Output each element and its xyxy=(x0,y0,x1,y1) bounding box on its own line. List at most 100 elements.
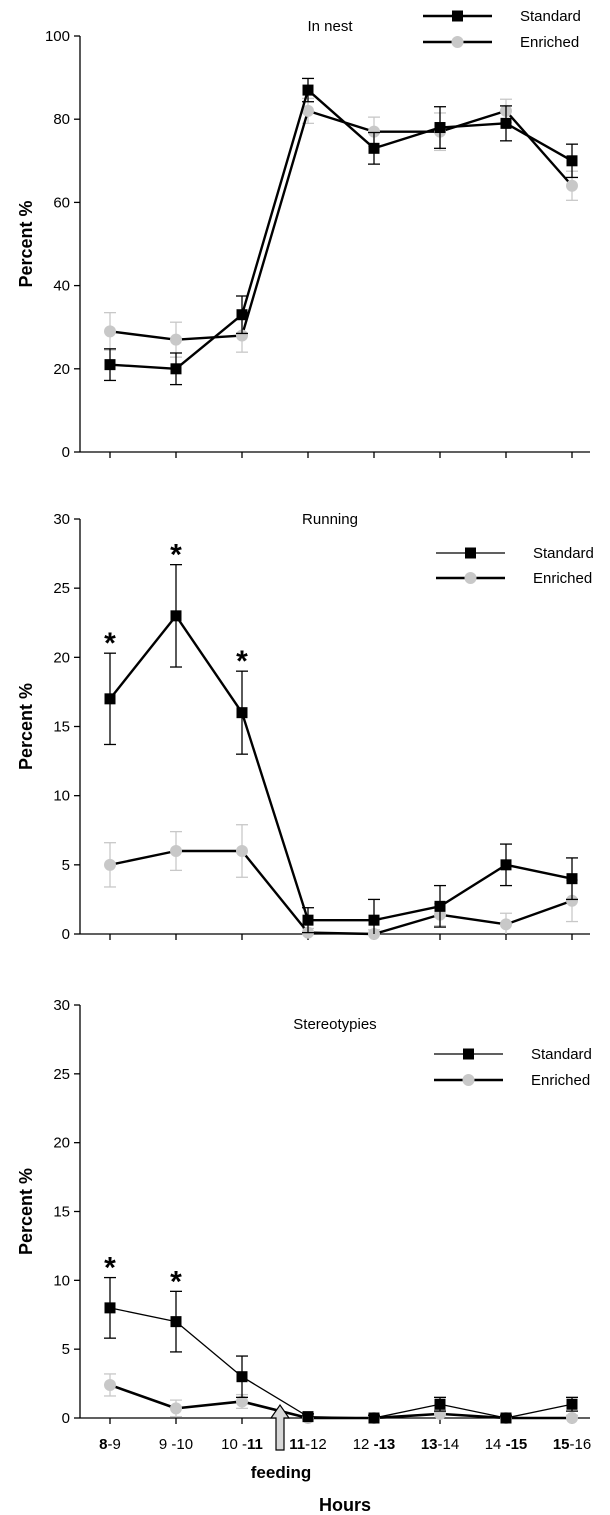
chart-panel-2: 0 5 10 15 20 25 30 Percent % Running * * * Standard E… xyxy=(16,511,594,943)
x-axis-tick-labels: 8-9 9 -10 10 -11 11-12 12 -13 13-14 14 -15 15-1… xyxy=(99,1436,591,1453)
legend-label: Enriched xyxy=(520,34,579,51)
data-point xyxy=(302,104,314,117)
legend: Standard Enriched xyxy=(436,545,594,587)
data-point xyxy=(500,117,512,129)
data-point xyxy=(236,1371,248,1383)
significance-star: * xyxy=(236,645,248,678)
y-tick-label: 80 xyxy=(53,111,70,128)
data-point xyxy=(566,179,578,192)
data-point xyxy=(302,1411,314,1423)
chart-panel-1: 0 20 40 60 80 100 Percent % In nest Standard Enri… xyxy=(16,8,590,461)
data-point xyxy=(566,873,578,885)
y-tick-label: 30 xyxy=(53,511,70,528)
y-tick-label: 15 xyxy=(53,1204,70,1221)
x-axis-title: Hours xyxy=(319,1495,371,1515)
y-tick-label: 10 xyxy=(53,1272,70,1289)
data-point xyxy=(170,610,182,622)
chart-panel-3: 0 5 10 15 20 25 30 Percent % Stereotypies * * Stand… xyxy=(16,997,592,1427)
y-axis-label: Percent % xyxy=(16,200,36,287)
data-point xyxy=(104,359,116,371)
data-point xyxy=(368,914,380,926)
y-tick-label: 100 xyxy=(45,28,70,45)
panel-title: Running xyxy=(302,511,358,528)
data-point xyxy=(434,1398,446,1410)
x-tick-label: 13-14 xyxy=(421,1436,459,1453)
legend-label: Standard xyxy=(533,545,594,562)
data-point xyxy=(302,914,314,926)
x-tick-label: 9 -10 xyxy=(159,1436,193,1453)
data-point xyxy=(566,894,578,907)
panel-title: In nest xyxy=(307,18,353,35)
data-point xyxy=(170,845,182,857)
y-tick-label: 15 xyxy=(53,719,70,736)
y-tick-label: 10 xyxy=(53,788,70,805)
legend-marker xyxy=(463,1048,474,1060)
data-point xyxy=(236,1395,248,1408)
significance-star: * xyxy=(104,627,116,660)
legend-marker xyxy=(465,547,476,559)
series-line xyxy=(109,1383,572,1420)
legend-marker xyxy=(451,36,464,48)
data-point xyxy=(236,329,248,342)
panel-title: Stereotypies xyxy=(293,1016,376,1033)
data-point xyxy=(434,900,446,912)
y-tick-label: 0 xyxy=(62,1410,70,1427)
data-point xyxy=(500,859,512,871)
x-tick-label: 12 -13 xyxy=(353,1436,396,1453)
data-point xyxy=(500,1412,512,1424)
data-point xyxy=(566,1412,578,1424)
series-line xyxy=(109,849,573,936)
significance-star: * xyxy=(170,539,182,572)
data-point xyxy=(236,707,248,719)
data-point xyxy=(566,1398,578,1410)
data-point xyxy=(368,125,380,138)
series-line xyxy=(109,109,573,341)
data-point xyxy=(566,155,578,167)
x-tick-label: 15-16 xyxy=(553,1436,591,1453)
y-tick-label: 20 xyxy=(53,361,70,378)
feeding-arrow-icon xyxy=(269,1403,291,1451)
legend-label: Enriched xyxy=(531,1072,590,1089)
y-tick-label: 25 xyxy=(53,580,70,597)
legend-marker xyxy=(464,572,477,584)
data-point xyxy=(170,333,182,346)
x-tick-label: 11-12 xyxy=(289,1436,327,1453)
series-enriched xyxy=(104,97,578,358)
data-point xyxy=(104,1302,116,1314)
y-tick-label: 20 xyxy=(53,1135,70,1152)
y-tick-label: 30 xyxy=(53,997,70,1014)
data-point xyxy=(170,1402,182,1415)
data-point xyxy=(104,858,116,871)
y-tick-label: 5 xyxy=(62,857,70,874)
y-tick-label: 0 xyxy=(62,926,70,943)
x-tick-label: 8-9 xyxy=(99,1436,121,1453)
y-tick-label: 5 xyxy=(62,1341,70,1358)
data-point xyxy=(368,1412,380,1424)
series-line xyxy=(109,88,573,370)
feeding-label: feeding xyxy=(251,1463,311,1482)
x-tick-label: 10 -11 xyxy=(221,1436,263,1453)
data-point xyxy=(368,142,380,154)
y-tick-label: 0 xyxy=(62,444,70,461)
legend: Standard Enriched xyxy=(423,8,581,51)
legend: Standard Enriched xyxy=(434,1046,592,1089)
series-line xyxy=(109,1307,573,1419)
series-standard xyxy=(104,564,578,934)
significance-star: * xyxy=(170,1265,182,1298)
series-enriched xyxy=(104,824,578,940)
legend-marker xyxy=(462,1074,475,1086)
series-standard xyxy=(104,77,578,386)
y-tick-label: 25 xyxy=(53,1066,70,1083)
data-point xyxy=(104,325,116,338)
data-point xyxy=(104,693,116,705)
legend-label: Enriched xyxy=(533,570,592,587)
data-point xyxy=(236,309,248,321)
data-point xyxy=(434,122,446,134)
significance-star: * xyxy=(104,1252,116,1285)
data-point xyxy=(236,845,248,857)
y-tick-label: 60 xyxy=(53,194,70,211)
legend-label: Standard xyxy=(520,8,581,25)
data-point xyxy=(500,918,512,931)
